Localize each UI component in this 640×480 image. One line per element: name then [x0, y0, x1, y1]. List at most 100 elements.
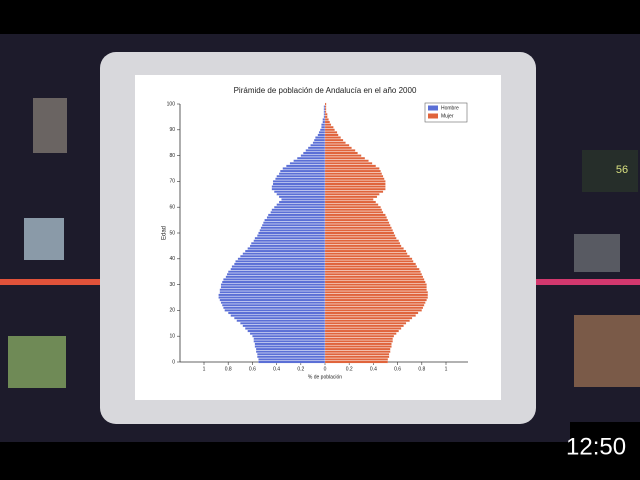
bar	[234, 262, 326, 266]
bar	[324, 185, 386, 188]
bar	[324, 360, 388, 364]
bar	[253, 340, 326, 343]
bar	[323, 110, 326, 113]
bar	[324, 149, 356, 152]
bar	[324, 180, 386, 183]
y-tick-label: 20	[169, 308, 175, 314]
bar	[272, 180, 326, 183]
bar	[324, 187, 386, 191]
bar	[222, 280, 326, 284]
bar	[275, 177, 326, 180]
bar	[324, 332, 397, 335]
bar	[324, 288, 427, 291]
x-axis-label: % de población	[308, 374, 342, 380]
top-band	[0, 0, 640, 34]
bar	[322, 120, 326, 124]
bar	[254, 345, 326, 348]
bar	[324, 177, 385, 180]
bar	[259, 229, 326, 232]
accent-line	[0, 279, 100, 285]
bar	[320, 128, 326, 131]
bar	[220, 283, 326, 286]
bar	[324, 182, 386, 186]
y-tick-label: 60	[169, 205, 175, 211]
bar	[293, 159, 326, 162]
bar	[262, 224, 326, 227]
bar	[324, 260, 414, 263]
bar	[219, 291, 326, 294]
bar	[324, 136, 341, 139]
x-tick-label: 0.4	[370, 366, 377, 372]
bar	[324, 283, 427, 286]
bar	[324, 231, 395, 235]
bar	[322, 118, 326, 121]
thumbnail	[33, 98, 67, 153]
x-tick-label: 0.6	[249, 366, 256, 372]
bar	[237, 257, 326, 260]
bar	[258, 358, 326, 361]
bar	[254, 342, 326, 346]
bar	[230, 267, 326, 271]
bar	[324, 226, 392, 229]
y-tick-label: 30	[169, 282, 175, 288]
bar	[228, 311, 326, 315]
bar	[324, 252, 408, 255]
accent-line	[536, 279, 640, 285]
bar	[323, 108, 326, 111]
bar	[220, 286, 326, 289]
thumbnail	[24, 218, 64, 260]
bar	[240, 255, 326, 258]
bar	[230, 314, 326, 317]
thumbnail-text: 56	[616, 164, 628, 176]
bar	[324, 239, 399, 242]
bar	[324, 200, 376, 204]
bar	[282, 167, 326, 170]
bar	[253, 239, 326, 242]
bar	[252, 335, 326, 338]
bar	[324, 270, 421, 273]
bar	[254, 237, 326, 240]
bar	[324, 216, 387, 219]
bar	[324, 255, 410, 258]
bar	[321, 126, 326, 129]
x-tick-label: 1	[203, 366, 206, 372]
bar	[324, 275, 424, 279]
y-tick-label: 80	[169, 153, 175, 159]
bar	[324, 195, 378, 199]
x-tick-label: 0.6	[394, 366, 401, 372]
bar	[324, 110, 327, 113]
bar	[289, 162, 326, 165]
bar	[240, 322, 326, 325]
bar	[324, 144, 350, 147]
y-axis-label: Edad	[162, 226, 168, 240]
bar	[324, 278, 425, 281]
bar	[317, 133, 326, 137]
bar	[258, 231, 326, 235]
bar	[218, 293, 326, 297]
bar	[225, 275, 326, 279]
bar	[324, 340, 393, 343]
bar	[324, 257, 413, 260]
bar	[286, 164, 326, 168]
y-tick-label: 10	[169, 334, 175, 340]
bar	[271, 208, 326, 211]
bar	[278, 195, 326, 199]
y-tick-label: 70	[169, 179, 175, 185]
bar	[260, 226, 326, 229]
bar	[324, 309, 422, 312]
bar	[270, 211, 326, 214]
bar	[324, 211, 384, 214]
bar	[324, 247, 404, 250]
bar	[324, 115, 328, 119]
thumbnail	[574, 234, 620, 272]
thumbnail	[582, 150, 638, 192]
bar	[324, 337, 393, 340]
bar	[303, 151, 326, 155]
bottom-band	[0, 442, 640, 480]
bar	[268, 213, 326, 217]
bar	[324, 224, 391, 227]
bar	[324, 286, 427, 289]
clock-box	[570, 422, 640, 480]
bar	[297, 157, 326, 160]
